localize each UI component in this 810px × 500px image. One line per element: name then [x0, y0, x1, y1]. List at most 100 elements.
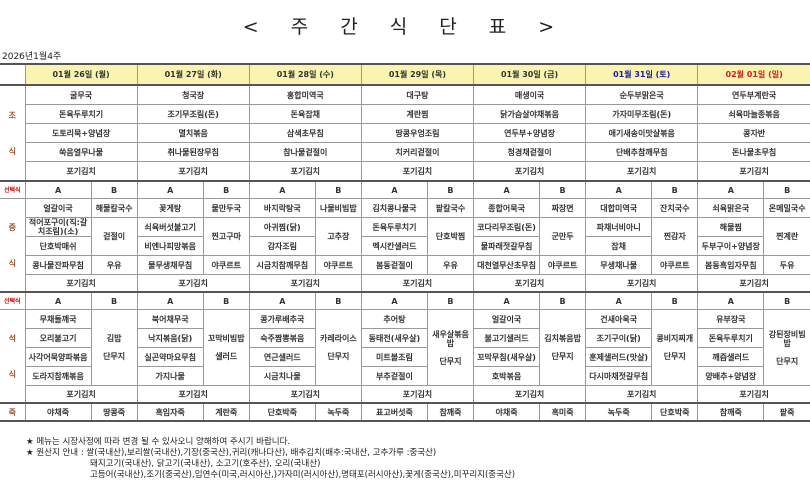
- dinner-kimchi: 포기김치: [360, 385, 475, 404]
- porridge-b: 참깨죽: [426, 402, 475, 422]
- lunch-a-item: 적어포구이(직:갈치조림)(소): [24, 217, 92, 237]
- dinner-b-side: 단무지: [663, 352, 686, 361]
- day-header: 01월 28일 (수): [248, 63, 362, 86]
- porridge-b: 팥죽: [763, 402, 810, 422]
- lunch-a-item: 대천열무산초무침: [473, 255, 541, 275]
- breakfast-item: 참나물겉절이: [248, 142, 362, 162]
- dinner-b-main: 콩비지찌개: [656, 334, 694, 343]
- breakfast-item: 포기김치: [585, 161, 699, 182]
- dinner-kimchi: 포기김치: [473, 385, 587, 404]
- dinner-a-item: 꼬막무침(새우살): [473, 347, 541, 367]
- breakfast-item: 취나물된장무침: [136, 142, 250, 162]
- dinner-a-item: 훈제샐러드(맛살): [585, 347, 653, 367]
- dinner-a-item: 호박볶음: [473, 366, 541, 386]
- lunch-b-item: 야쿠르트: [539, 255, 587, 275]
- option-b-header: B: [763, 180, 810, 199]
- breakfast-item: 돈나물초무침: [697, 142, 810, 162]
- dinner-b-items: 강된장비빔밥 단무지: [763, 309, 810, 386]
- option-a-header: A: [585, 180, 653, 199]
- lunch-a-item: 쇠육맑은국: [697, 198, 765, 218]
- lunch-a-item: 콩나물잔파무침: [24, 255, 92, 275]
- day-header: 02월 01일 (일): [697, 63, 810, 86]
- dinner-a-item: 미트볼조림: [360, 347, 428, 367]
- lunch-a-item: 김치콩나물국: [360, 198, 428, 218]
- breakfast-item: 도토리묵+양념장: [24, 123, 138, 143]
- breakfast-item: 굴무국: [24, 84, 138, 105]
- breakfast-item: 닭가슴살야채볶음: [473, 104, 587, 124]
- dinner-a-item: 불고기샐러드: [473, 328, 541, 348]
- option-b-header: B: [763, 291, 810, 310]
- dinner-label-1: 석: [8, 333, 16, 343]
- dinner-a-item: 사각어묵양파볶음: [24, 347, 92, 367]
- lunch-b-item: 잔치국수: [651, 198, 699, 218]
- lunch-b-item: 팥칼국수: [426, 198, 475, 218]
- breakfast-item: 돈육잡채: [248, 104, 362, 124]
- lunch-b-item: 온메밀국수: [763, 198, 810, 218]
- breakfast-item: 청국장: [136, 84, 250, 105]
- option-b-header: B: [539, 180, 587, 199]
- porridge-b: 단호박죽: [651, 402, 699, 422]
- breakfast-item: 연두부+양념장: [473, 123, 587, 143]
- dinner-a-item: 무채들깨국: [24, 309, 92, 329]
- notice-text: ★ 메뉴는 시장사정에 따라 변경 될 수 있사오니 양해하여 주시기 바랍니다…: [26, 437, 291, 447]
- breakfast-item: 쇠육마늘종볶음: [697, 104, 810, 124]
- option-b-header: B: [314, 180, 362, 199]
- dinner-a-item: 양배추+양념장: [697, 366, 765, 386]
- lunch-a-item: 물무생채무침: [136, 255, 204, 275]
- lunch-a-item: 코다리무조림(돈): [473, 217, 541, 237]
- notes: ★ 메뉴는 시장사정에 따라 변경 될 수 있사오니 양해하여 주시기 바랍니다…: [26, 437, 515, 481]
- breakfast-item: 포기김치: [24, 161, 138, 182]
- option-b-header: B: [202, 180, 250, 199]
- origin-info-3: 고등어(국내산),조기(중국산),임연수(미국,러시아산,)가자미(러시아산),…: [90, 470, 516, 480]
- lunch-a-item: 감자조림: [248, 236, 316, 256]
- dinner-b-items: 김치볶음밥 단무지: [539, 309, 587, 386]
- option-a-header: A: [360, 180, 428, 199]
- dinner-a-item: 다시마채젓갈무침: [585, 366, 653, 386]
- breakfast-item: 청경채겉절이: [473, 142, 587, 162]
- dinner-a-item: 깨즙샐러드: [697, 347, 765, 367]
- dinner-b-items: 꼬막비빔밥 샐러드: [202, 309, 250, 386]
- dinner-a-item: 숙주짬뽕볶음: [248, 328, 316, 348]
- dinner-kimchi: 포기김치: [248, 385, 362, 404]
- dinner-b-side: 단무지: [439, 356, 462, 366]
- dinner-b-main: 김밥: [106, 334, 122, 343]
- option-a-header: A: [248, 291, 316, 310]
- breakfast-item: 가자미무조림(돈): [585, 104, 699, 124]
- lunch-b-item: 물만두국: [202, 198, 250, 218]
- lunch-kimchi: 포기김치: [360, 274, 475, 293]
- porridge-a: 단호박죽: [248, 402, 316, 422]
- lunch-a-item: 돈육두루치기: [360, 217, 428, 237]
- breakfast-item: 멸치볶음: [136, 123, 250, 143]
- option-a-header: A: [24, 291, 92, 310]
- breakfast-item: 포기김치: [136, 161, 250, 182]
- select-label: 선택식: [0, 291, 26, 310]
- lunch-kimchi: 포기김치: [136, 274, 250, 293]
- option-a-header: A: [248, 180, 316, 199]
- option-b-header: B: [426, 291, 475, 310]
- dinner-kimchi: 포기김치: [24, 385, 138, 404]
- option-a-header: A: [697, 291, 765, 310]
- dinner-a-item: 도라지참깨볶음: [24, 366, 92, 386]
- lunch-b-item: 겉절이: [90, 217, 138, 256]
- dinner-a-item: 북어채무국: [136, 309, 204, 329]
- breakfast-item: 연두부계란국: [697, 84, 810, 105]
- dinner-a-item: 얼갈이국: [473, 309, 541, 329]
- lunch-b-item: 두유: [763, 255, 810, 275]
- lunch-b-item: 군만두: [539, 217, 587, 256]
- breakfast-item: 홍합미역국: [248, 84, 362, 105]
- lunch-b-item: 나물비빔밥: [314, 198, 362, 218]
- option-b-header: B: [539, 291, 587, 310]
- option-a-header: A: [585, 291, 653, 310]
- dinner-b-main: 강된장비빔밥: [768, 329, 806, 348]
- dinner-a-item: 실곤약마요무침: [136, 347, 204, 367]
- breakfast-item: 매생이국: [473, 84, 587, 105]
- breakfast-label-1: 조: [8, 110, 16, 120]
- day-header: 01월 31일 (토): [585, 63, 699, 86]
- dinner-a-item: 가지나물: [136, 366, 204, 386]
- lunch-label-1: 중: [8, 222, 16, 232]
- lunch-b-item: 야쿠르트: [314, 255, 362, 275]
- dinner-kimchi: 포기김치: [585, 385, 699, 404]
